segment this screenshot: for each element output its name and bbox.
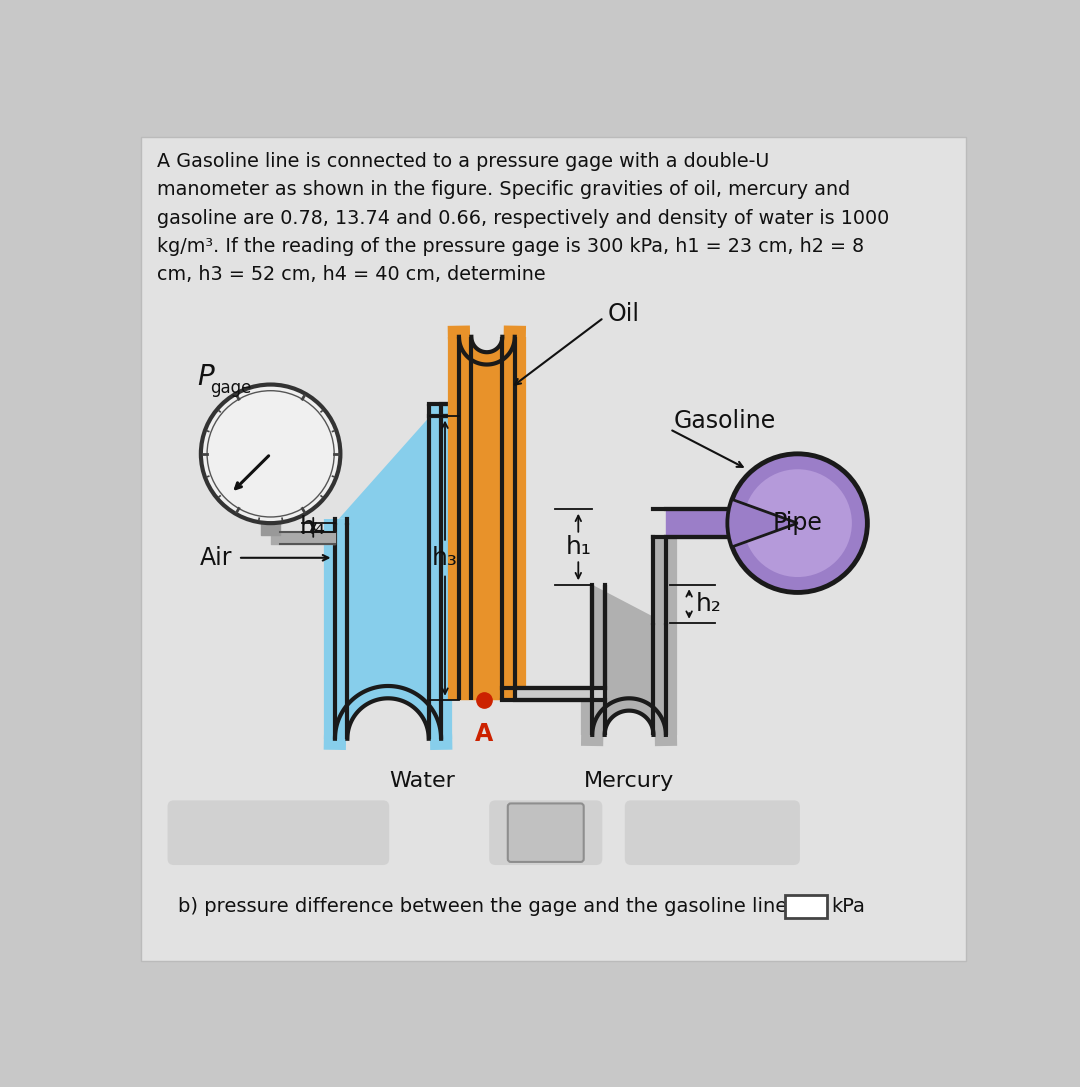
Text: Air: Air: [200, 546, 232, 570]
Text: A Gasoline line is connected to a pressure gage with a double-U
manometer as sho: A Gasoline line is connected to a pressu…: [157, 152, 889, 284]
FancyBboxPatch shape: [508, 803, 583, 862]
Circle shape: [728, 454, 867, 592]
Text: gage: gage: [211, 378, 252, 397]
FancyBboxPatch shape: [625, 800, 800, 865]
FancyBboxPatch shape: [785, 895, 827, 919]
Text: h₂: h₂: [696, 592, 721, 616]
Wedge shape: [728, 499, 798, 547]
FancyBboxPatch shape: [489, 800, 603, 865]
Text: kPa: kPa: [831, 897, 865, 916]
Text: Gasoline: Gasoline: [674, 410, 775, 434]
FancyBboxPatch shape: [141, 137, 966, 961]
Text: Oil: Oil: [608, 302, 639, 326]
Text: Mercury: Mercury: [584, 771, 675, 791]
Polygon shape: [459, 337, 515, 700]
Text: Pipe: Pipe: [772, 511, 823, 535]
Text: Water: Water: [389, 771, 455, 791]
Text: A: A: [474, 722, 492, 746]
Text: h₃: h₃: [432, 546, 458, 571]
Polygon shape: [592, 585, 666, 735]
Text: h₁: h₁: [565, 535, 591, 559]
Text: h₄: h₄: [300, 515, 326, 539]
Polygon shape: [335, 403, 441, 739]
Circle shape: [743, 470, 852, 577]
Circle shape: [201, 385, 340, 523]
Text: P: P: [197, 363, 214, 391]
Text: b) pressure difference between the gage and the gasoline line,: b) pressure difference between the gage …: [177, 897, 793, 916]
FancyBboxPatch shape: [167, 800, 389, 865]
